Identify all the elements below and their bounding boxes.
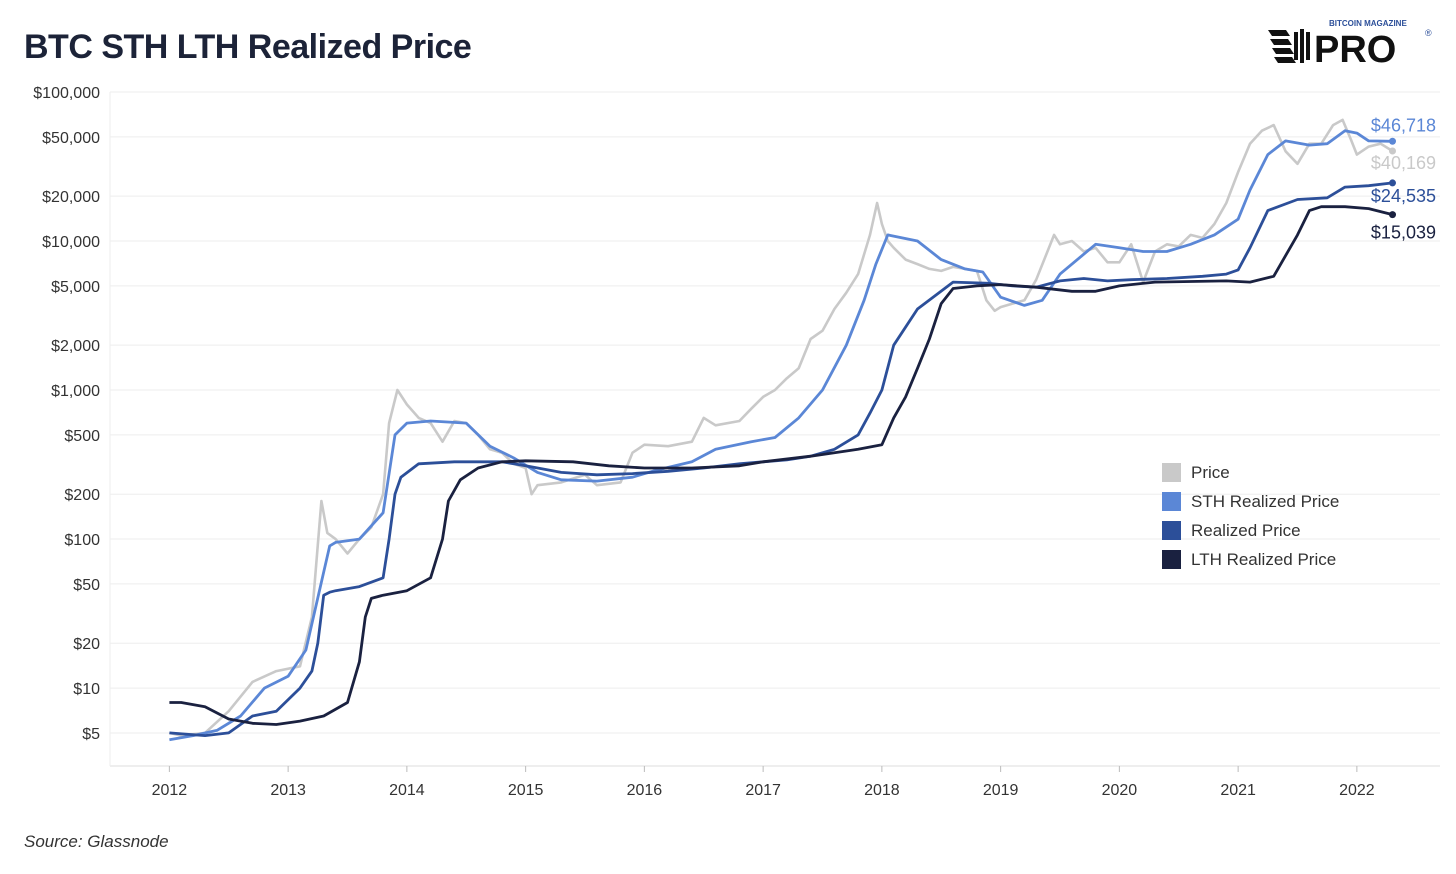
series-end-label: $46,718 [1371, 115, 1436, 135]
x-tick-label: 2012 [152, 782, 188, 799]
chart-title: BTC STH LTH Realized Price [24, 28, 472, 66]
series-end-dot [1389, 137, 1396, 145]
series-end-label: $15,039 [1371, 223, 1436, 243]
series-line-price [169, 118, 1394, 737]
y-tick-label: $5,000 [51, 279, 100, 296]
bitcoin-magazine-pro-logo: BITCOIN MAGAZINE PRO ® [1268, 16, 1438, 71]
legend-label-sth: STH Realized Price [1191, 491, 1340, 511]
x-tick-label: 2019 [983, 782, 1019, 799]
y-tick-label: $50,000 [42, 130, 100, 147]
legend-label-price: Price [1191, 462, 1230, 482]
logo-registered-mark: ® [1425, 28, 1432, 38]
series-end-dot [1389, 179, 1396, 187]
legend-item-price: Price [1162, 458, 1339, 487]
legend-swatch-realized [1162, 521, 1181, 540]
y-tick-label: $100,000 [33, 85, 100, 102]
y-tick-label: $100 [64, 532, 100, 549]
series-end-label: $40,169 [1371, 153, 1436, 173]
series-end-dot [1389, 211, 1396, 219]
source-note: Source: Glassnode [24, 832, 169, 851]
legend-item-sth: STH Realized Price [1162, 487, 1339, 516]
legend-swatch-price [1162, 463, 1181, 482]
x-tick-label: 2016 [627, 782, 663, 799]
x-tick-label: 2017 [745, 782, 781, 799]
legend-label-lth: LTH Realized Price [1191, 549, 1337, 569]
logo-main-text: PRO [1314, 29, 1396, 68]
y-tick-label: $10 [73, 681, 100, 698]
y-tick-label: $5 [82, 726, 100, 743]
series-line-lth-realized-price [169, 205, 1393, 726]
x-tick-label: 2018 [864, 782, 900, 799]
series-end-label: $24,535 [1371, 186, 1436, 206]
x-tick-label: 2020 [1102, 782, 1138, 799]
series-end-dot [1389, 147, 1396, 155]
y-tick-label: $10,000 [42, 234, 100, 251]
x-tick-label: 2022 [1339, 782, 1375, 799]
logo-graphic: BITCOIN MAGAZINE PRO ® [1268, 19, 1432, 71]
y-tick-label: $500 [64, 428, 100, 445]
y-tick-label: $50 [73, 577, 100, 594]
series-line-sth-realized-price [169, 129, 1393, 742]
y-tick-label: $200 [64, 487, 100, 504]
x-tick-label: 2021 [1220, 782, 1256, 799]
legend-swatch-lth [1162, 550, 1181, 569]
x-tick-label: 2013 [270, 782, 306, 799]
y-tick-label: $20,000 [42, 189, 100, 206]
legend-label-realized: Realized Price [1191, 520, 1301, 540]
chart-axes: $5 $10 $20 $50 $100 $200 $500 $1,000 $2,000 $5,00… [33, 85, 1440, 799]
legend-item-realized: Realized Price [1162, 516, 1339, 545]
y-tick-label: $1,000 [51, 383, 100, 400]
y-tick-label: $2,000 [51, 338, 100, 355]
legend-item-lth: LTH Realized Price [1162, 545, 1339, 574]
logo-stripes-icon [1268, 29, 1310, 63]
legend-swatch-sth [1162, 492, 1181, 511]
y-tick-label: $20 [73, 636, 100, 653]
chart-end-labels: $40,169 $46,718 $24,535 $15,039 [1371, 115, 1436, 242]
logo-top-text: BITCOIN MAGAZINE [1329, 19, 1407, 28]
chart-legend: Price STH Realized Price Realized Price … [1162, 458, 1339, 574]
chart-series [169, 118, 1394, 742]
x-tick-label: 2014 [389, 782, 425, 799]
x-tick-label: 2015 [508, 782, 544, 799]
